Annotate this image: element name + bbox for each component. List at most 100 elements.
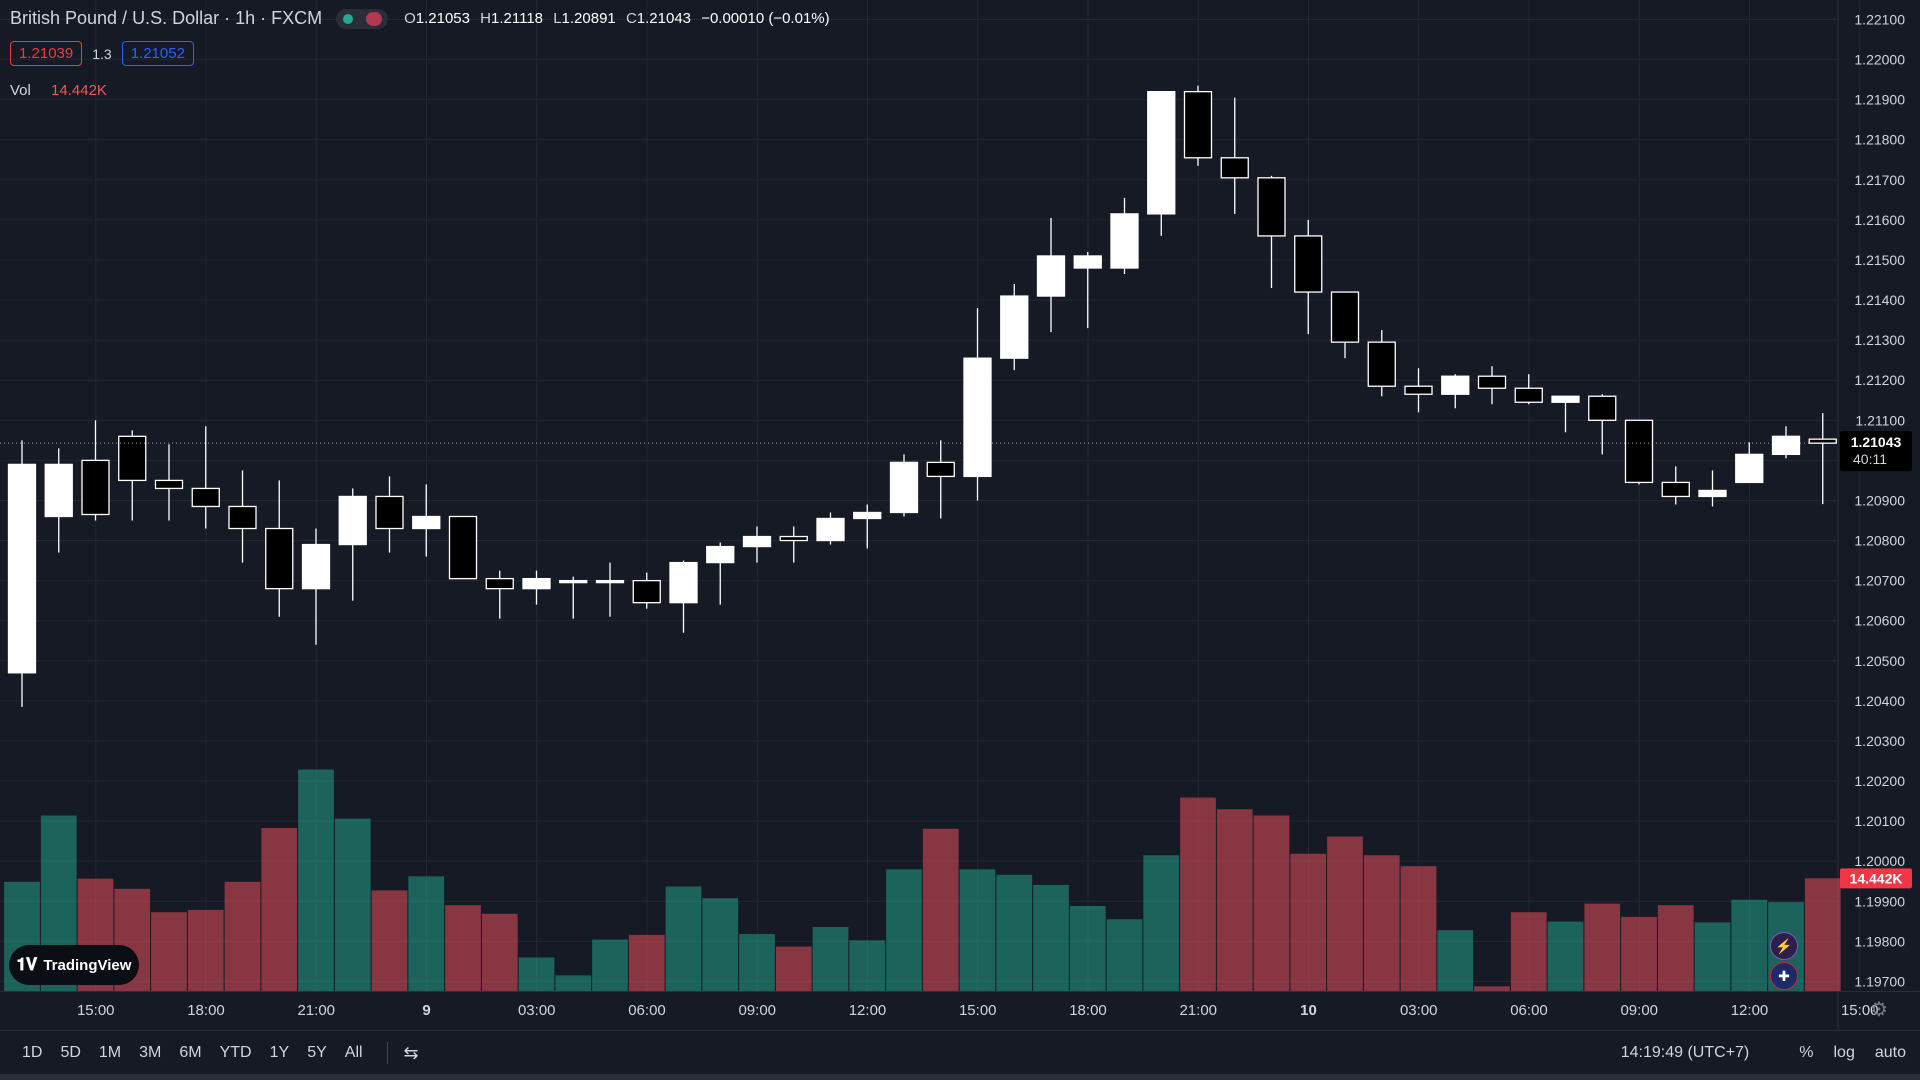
candle-body bbox=[706, 545, 735, 564]
volume-bar bbox=[996, 874, 1033, 991]
high-value: 1.21118 bbox=[491, 10, 544, 27]
volume-bar bbox=[959, 869, 996, 991]
candle-body bbox=[632, 579, 661, 604]
data-problem-icon bbox=[365, 11, 382, 26]
price-tick-label: 1.21400 bbox=[1854, 292, 1905, 308]
uk-flag-icon[interactable]: ✚ bbox=[1770, 962, 1798, 990]
time-tick-label: 06:00 bbox=[628, 1002, 666, 1019]
time-tick-label: 15:00 bbox=[77, 1002, 115, 1019]
time-axis: 15:00 18:00 21:00 9 03:00 06:00 09:00 12:00 15:0… bbox=[77, 1002, 1879, 1019]
range-5d-button[interactable]: 5D bbox=[60, 1044, 81, 1061]
price-tick-label: 1.21500 bbox=[1854, 252, 1905, 268]
price-tick-label: 1.21900 bbox=[1854, 92, 1905, 108]
range-all-button[interactable]: All bbox=[344, 1044, 363, 1061]
time-tick-label: 12:00 bbox=[1731, 1002, 1769, 1019]
candle-body bbox=[7, 463, 37, 674]
candle-body bbox=[1551, 395, 1580, 403]
time-tick-label: 10 bbox=[1300, 1002, 1317, 1019]
candle-body bbox=[1588, 395, 1617, 421]
time-tick-label: 15:00 bbox=[1841, 1002, 1879, 1019]
volume-bar bbox=[1180, 797, 1216, 991]
log-scale-button[interactable]: log bbox=[1833, 1044, 1855, 1061]
range-1y-button[interactable]: 1Y bbox=[269, 1044, 290, 1061]
price-tick-label: 1.20000 bbox=[1854, 853, 1905, 869]
range-6m-button[interactable]: 6M bbox=[179, 1044, 202, 1061]
range-1m-button[interactable]: 1M bbox=[98, 1044, 122, 1061]
candle-body bbox=[44, 463, 73, 518]
date-range-calendar-icon[interactable]: ⇆ bbox=[403, 1042, 419, 1063]
volume-bar bbox=[371, 890, 408, 991]
price-tick-label: 1.20200 bbox=[1854, 773, 1905, 789]
low-value: 1.20891 bbox=[561, 10, 616, 27]
range-3m-button[interactable]: 3M bbox=[139, 1044, 162, 1061]
lightning-icon[interactable]: ⚡ bbox=[1770, 932, 1798, 960]
auto-scale-button[interactable]: auto bbox=[1874, 1044, 1906, 1061]
volume-bar bbox=[555, 975, 592, 991]
volume-bar bbox=[1069, 905, 1106, 991]
price-tick-label: 1.20900 bbox=[1854, 492, 1905, 508]
time-tick-label: 18:00 bbox=[1069, 1002, 1107, 1019]
right-controls: 14:19:49 (UTC+7) % log auto bbox=[1621, 1031, 1906, 1075]
volume-bar bbox=[1804, 878, 1841, 991]
volume-bar bbox=[1143, 855, 1180, 991]
price-tick-label: 1.20800 bbox=[1854, 533, 1905, 549]
candle-body bbox=[1404, 385, 1433, 395]
tradingview-logo-icon: 𝟏𝐕 bbox=[16, 955, 38, 974]
market-open-dot-icon bbox=[342, 13, 353, 24]
timezone-clock[interactable]: 14:19:49 (UTC+7) bbox=[1620, 1044, 1750, 1061]
volume-bar bbox=[1033, 884, 1069, 991]
candle-body bbox=[1624, 419, 1654, 484]
range-5y-button[interactable]: 5Y bbox=[307, 1044, 327, 1061]
market-status-toggle[interactable] bbox=[336, 8, 389, 29]
candle-body bbox=[926, 461, 955, 478]
volume-label: Vol bbox=[10, 82, 31, 99]
volume-bar bbox=[1216, 809, 1253, 991]
percent-scale-button[interactable]: % bbox=[1799, 1044, 1814, 1061]
volume-bar bbox=[481, 913, 518, 991]
time-tick-label: 15:00 bbox=[959, 1002, 997, 1019]
buy-button[interactable]: 1.21052 bbox=[121, 41, 194, 66]
candle-body bbox=[1661, 481, 1690, 498]
volume-bar bbox=[1731, 899, 1768, 991]
candle-body bbox=[1220, 157, 1249, 179]
volume-bar bbox=[334, 818, 371, 991]
volume-bar bbox=[1547, 921, 1584, 991]
volume-bar bbox=[886, 869, 922, 991]
tradingview-logo[interactable]: 𝟏𝐕 TradingView bbox=[9, 945, 139, 985]
time-tick-label: 21:00 bbox=[297, 1002, 335, 1019]
candle-body bbox=[1735, 453, 1764, 484]
volume-tag-label: 14.442K bbox=[1850, 870, 1903, 886]
candle-body bbox=[375, 495, 404, 530]
symbol-title[interactable]: British Pound / U.S. Dollar · 1h · FXCM bbox=[10, 8, 323, 28]
price-chart[interactable]: 1.22100 1.22000 1.21900 1.21800 1.21700 1.216… bbox=[0, 0, 1920, 1030]
candle-body bbox=[265, 527, 294, 590]
volume-bar bbox=[151, 912, 187, 991]
price-tick-label: 1.20600 bbox=[1854, 613, 1905, 629]
candle-body bbox=[669, 561, 698, 604]
candle-body bbox=[412, 515, 441, 530]
candle-body bbox=[1036, 255, 1066, 297]
price-tick-label: 1.20700 bbox=[1854, 573, 1905, 589]
spread-value: 1.3 bbox=[92, 45, 112, 62]
volume-bar bbox=[1106, 919, 1143, 991]
volume-bar bbox=[445, 905, 481, 991]
candle-body bbox=[301, 543, 331, 590]
candle-body bbox=[816, 517, 845, 542]
volume-legend[interactable]: Vol 14.442K bbox=[10, 82, 107, 99]
candle-body bbox=[1441, 375, 1470, 395]
candle-body bbox=[1808, 438, 1837, 444]
candle-body bbox=[1330, 291, 1360, 343]
range-1d-button[interactable]: 1D bbox=[22, 1044, 43, 1061]
toolbar-divider bbox=[386, 1042, 388, 1064]
price-tick-label: 1.19900 bbox=[1854, 893, 1905, 909]
price-axis: 1.22100 1.22000 1.21900 1.21800 1.21700 1.216… bbox=[1854, 12, 1905, 990]
sell-button[interactable]: 1.21039 bbox=[10, 41, 83, 66]
volume-bar bbox=[187, 909, 224, 991]
settings-gear-icon[interactable]: ⚙ bbox=[1870, 999, 1888, 1021]
candle-body bbox=[81, 459, 110, 516]
candle-body bbox=[1073, 255, 1102, 269]
volume-bar bbox=[1694, 922, 1731, 991]
range-ytd-button[interactable]: YTD bbox=[219, 1044, 252, 1061]
price-tick-label: 1.22100 bbox=[1854, 12, 1905, 28]
